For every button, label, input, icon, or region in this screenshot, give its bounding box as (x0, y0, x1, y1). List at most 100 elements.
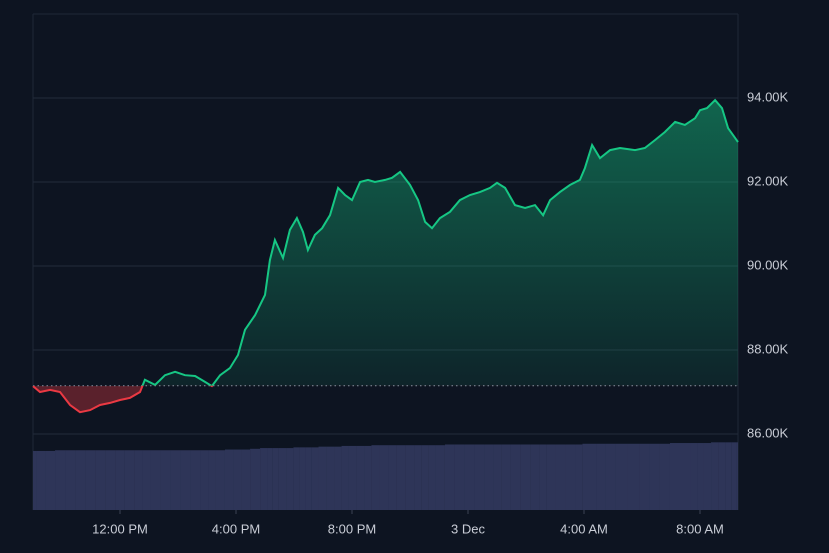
volume-bar (582, 443, 589, 510)
volume-bar (520, 444, 531, 510)
y-tick-label: 88.00K (747, 341, 789, 356)
volume-bar (326, 446, 335, 510)
volume-bar (334, 446, 342, 510)
area-up (142, 100, 738, 386)
volume-bar (250, 448, 261, 510)
volume-bar (679, 443, 691, 510)
volume-bar (45, 450, 56, 510)
volume-bar (725, 442, 732, 510)
volume-bar (180, 450, 191, 510)
volume-bar (711, 442, 719, 510)
volume-bar (33, 450, 37, 510)
x-tick-label: 4:00 AM (560, 521, 608, 536)
volume-bar (697, 443, 704, 510)
volume-bar (575, 444, 583, 510)
plot: 86.00K 88.00K 90.00K 92.00K 94.00K 12:00 PM 4:… (32, 13, 789, 536)
volume-bar (703, 443, 712, 510)
volume-bar (690, 443, 698, 510)
y-tick-label: 86.00K (747, 425, 789, 440)
volume-bar (267, 448, 273, 510)
volume-bar (546, 444, 556, 510)
x-tick-label: 8:00 AM (676, 521, 724, 536)
volume-bar (649, 443, 660, 510)
volume-bar (115, 450, 125, 510)
volume-bar (241, 449, 251, 510)
x-tick-label: 3 Dec (451, 521, 485, 536)
volume-bar (605, 443, 616, 510)
volume-bar (85, 450, 96, 510)
volume-bar (388, 445, 397, 510)
volume-bar (75, 450, 86, 510)
volume-bar (36, 450, 46, 510)
volume-bar (493, 444, 502, 510)
x-tick-label: 4:00 PM (212, 521, 260, 536)
volume-bar (233, 449, 242, 510)
volume-bar (627, 443, 640, 510)
volume-bar (170, 450, 181, 510)
volume-bar (731, 442, 737, 510)
volume-bar (669, 443, 680, 510)
volume-bar (200, 450, 209, 510)
volume-bar (435, 445, 445, 510)
volume-bar (105, 450, 116, 510)
volume-bar (95, 450, 106, 510)
volume-bar (396, 445, 406, 510)
volume-bar (150, 450, 161, 510)
volume-bar (293, 447, 300, 510)
volume-bar (565, 444, 576, 510)
volume-bar (588, 443, 597, 510)
volume-bar (379, 445, 389, 510)
volume-bar (444, 444, 455, 510)
volume-bar (596, 443, 606, 510)
price-line-up (33, 98, 739, 386)
volume-bar (501, 444, 511, 510)
volume-bar (224, 449, 234, 510)
volume-bar (124, 450, 135, 510)
volume-bar (260, 448, 268, 510)
volume-bar (659, 443, 670, 510)
volume-bar (414, 445, 422, 510)
volume-bar (474, 444, 485, 510)
volume-bar (142, 450, 151, 510)
volume-bar (484, 444, 494, 510)
volume-bar (639, 443, 650, 510)
volume-bar (272, 448, 279, 510)
volume-bar (278, 448, 287, 510)
volume-bar (65, 450, 76, 510)
volume-bar (55, 450, 66, 510)
volume-bar (736, 442, 738, 510)
x-tick-label: 8:00 PM (328, 521, 376, 536)
volume-bar (364, 445, 372, 510)
y-tick-label: 94.00K (747, 89, 789, 104)
volume-bar (421, 445, 429, 510)
volume-bar (160, 450, 171, 510)
volume-bar (299, 447, 306, 510)
volume-bar (510, 444, 521, 510)
volume-bar (305, 447, 312, 510)
volume-bar (134, 450, 143, 510)
volume-bar (356, 445, 365, 510)
volume-bar (311, 447, 319, 510)
volume-bar (348, 445, 357, 510)
volume-bar (405, 445, 415, 510)
volume-bar (428, 445, 436, 510)
y-tick-label: 92.00K (747, 173, 789, 188)
volume-bar (286, 448, 294, 510)
volume-bar (555, 444, 566, 510)
volume-bar (318, 446, 327, 510)
volume-bar (615, 443, 628, 510)
volume-bar (718, 442, 726, 510)
volume-bar (530, 444, 540, 510)
volume-bar (190, 450, 201, 510)
volume-bar (341, 445, 349, 510)
volume-bar (371, 445, 380, 510)
y-tick-label: 90.00K (747, 257, 789, 272)
x-tick-label: 12:00 PM (92, 521, 148, 536)
volume-bar (539, 444, 547, 510)
volume-bar (208, 450, 216, 510)
volume-bar (215, 450, 225, 510)
volume-bar (454, 444, 465, 510)
volume-bar (464, 444, 475, 510)
